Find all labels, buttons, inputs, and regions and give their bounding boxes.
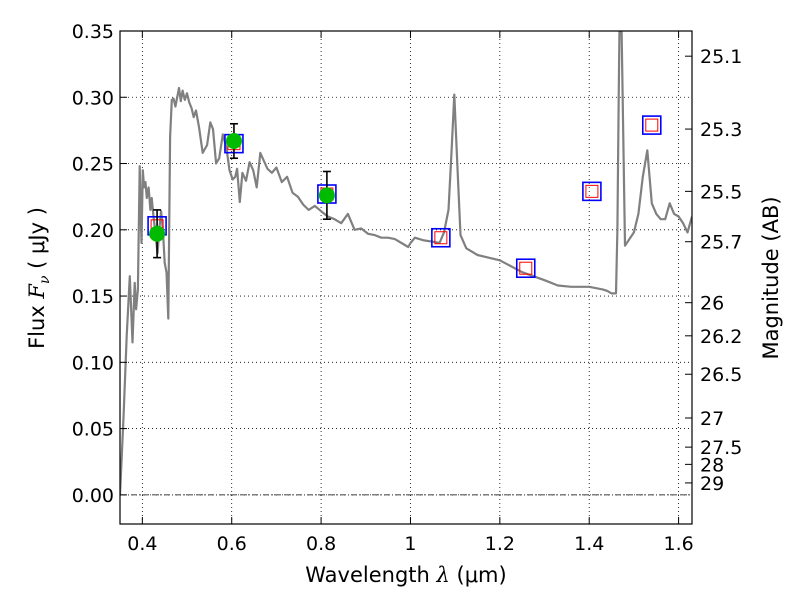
x-tick-label: 0.4	[127, 533, 157, 555]
magnitude-tick-label: 25.5	[700, 181, 742, 203]
y-tick-label: 0.10	[72, 352, 114, 374]
magnitude-tick-label: 28	[700, 454, 724, 476]
x-axis-label: Wavelength λ (μm)	[305, 563, 506, 587]
observed-point	[225, 132, 242, 149]
sed-model-line	[120, 31, 692, 495]
magnitude-tick-label: 29	[700, 473, 724, 495]
y-tick-label: 0.35	[72, 21, 114, 43]
magnitude-tick-label: 26.2	[700, 326, 742, 348]
model-photometry-inner-box	[585, 184, 599, 198]
magnitude-tick-label: 27	[700, 408, 724, 430]
plot-frame	[119, 30, 693, 525]
model-photometry-box	[431, 227, 451, 248]
magnitude-tick-label: 26	[700, 293, 724, 315]
plot-data	[120, 31, 692, 495]
model-photometry-box	[515, 258, 536, 279]
model-photometry-inner-box	[519, 261, 533, 275]
magnitude-tick-label: 27.5	[700, 437, 742, 459]
observed-point	[318, 187, 335, 204]
observed-point	[149, 225, 166, 242]
y-tick-label: 0.30	[72, 87, 114, 109]
y-tick-label: 0.00	[72, 485, 114, 507]
x-tick-label: 1.4	[574, 533, 604, 555]
y-tick-label: 0.20	[72, 220, 114, 242]
y-tick-label: 0.15	[72, 286, 114, 308]
model-photometry-box	[641, 115, 662, 135]
x-tick-label: 1	[404, 533, 416, 555]
x-tick-label: 0.8	[306, 533, 336, 555]
ticks: 0.4 0.6 0.8 1 1.2 1.4 1.6 0.00 0.05 0.10 0.15 0.20 0…	[72, 21, 743, 555]
x-tick-label: 1.2	[485, 533, 515, 555]
x-tick-label: 0.6	[217, 533, 247, 555]
model-photometry-inner-box	[434, 231, 448, 245]
model-photometry-box	[582, 181, 602, 202]
model-photometry-inner-box	[645, 118, 659, 132]
y-tick-label: 0.25	[72, 154, 114, 176]
magnitude-tick-label: 25.3	[700, 119, 742, 141]
magnitude-tick-label: 25.1	[700, 46, 742, 68]
magnitude-tick-label: 25.7	[700, 232, 742, 254]
magnitude-tick-label: 26.5	[700, 364, 742, 386]
x-tick-label: 1.6	[663, 533, 693, 555]
y-tick-label: 0.05	[72, 419, 114, 441]
right-axis-label: Magnitude (AB)	[759, 196, 783, 359]
y-axis-label: Flux Fν ( μJy )	[25, 207, 53, 349]
